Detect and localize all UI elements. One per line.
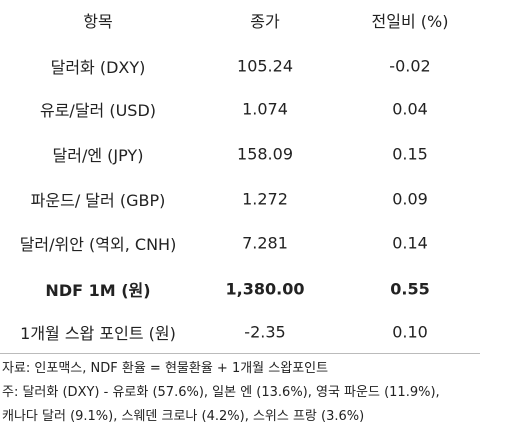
table-cell: -2.35 — [244, 322, 286, 342]
row-label: 달러/엔 (JPY) — [52, 146, 144, 165]
table-cell: 1.074 — [242, 99, 288, 119]
table-cell: 0.09 — [392, 189, 428, 209]
footnote: 캐나다 달러 (9.1%), 스웨덴 크로나 (4.2%), 스위스 프랑 (3… — [2, 409, 365, 424]
table-cell: 1,380.00 — [225, 279, 305, 299]
row-label: NDF 1M (원) — [45, 281, 151, 300]
footnote: 주: 달러화 (DXY) - 유로화 (57.6%), 일본 엔 (13.6%)… — [2, 385, 440, 400]
table-cell: 158.09 — [237, 144, 293, 164]
table-cell: 7.281 — [242, 233, 288, 253]
row-label: 1개월 스왑 포인트 (원) — [20, 324, 176, 343]
table-cell: 105.24 — [237, 56, 293, 76]
header-cell: 종가 — [250, 12, 280, 31]
table-cell: 0.14 — [392, 233, 428, 253]
row-label: 파운드/ 달러 (GBP) — [30, 191, 166, 210]
table-cell: 0.10 — [392, 322, 428, 342]
row-label: 달러화 (DXY) — [50, 58, 146, 77]
table-cell: 0.15 — [392, 144, 428, 164]
header-cell: 항목 — [83, 12, 113, 31]
source-note: 자료: 인포맥스, NDF 환율 = 현물환율 + 1개월 스왑포인트 — [2, 361, 329, 376]
table-cell: 0.04 — [392, 99, 428, 119]
divider — [0, 353, 480, 354]
table-cell: -0.02 — [389, 56, 431, 76]
header-cell: 전일비 (%) — [371, 12, 449, 31]
row-label: 달러/위안 (역외, CNH) — [19, 235, 177, 254]
table-cell: 0.55 — [390, 279, 430, 299]
table-cell: 1.272 — [242, 189, 288, 209]
row-label: 유로/달러 (USD) — [39, 101, 157, 120]
